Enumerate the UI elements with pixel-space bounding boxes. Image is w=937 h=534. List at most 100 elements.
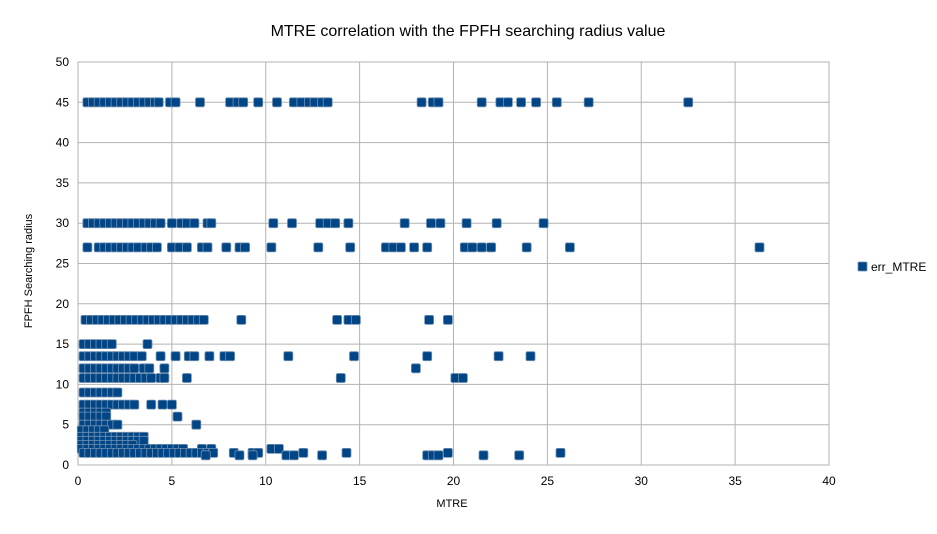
data-point bbox=[82, 242, 93, 253]
data-point bbox=[146, 399, 157, 410]
data-point bbox=[322, 97, 333, 108]
data-points bbox=[76, 97, 765, 461]
data-point bbox=[159, 363, 170, 374]
data-point bbox=[142, 339, 153, 350]
data-point bbox=[181, 242, 192, 253]
data-point bbox=[268, 218, 279, 229]
data-point bbox=[181, 373, 192, 383]
x-tick-label: 5 bbox=[169, 474, 176, 488]
data-point bbox=[341, 447, 352, 458]
data-point bbox=[313, 242, 324, 253]
y-axis-label: FPFH Searching radius bbox=[23, 213, 35, 328]
data-point bbox=[234, 450, 245, 461]
data-point bbox=[467, 242, 478, 253]
data-point bbox=[493, 351, 504, 362]
data-point bbox=[138, 435, 149, 446]
y-tick-label: 25 bbox=[56, 257, 70, 271]
data-point bbox=[155, 351, 166, 362]
data-point bbox=[198, 314, 209, 325]
y-tick-label: 5 bbox=[62, 418, 69, 432]
data-point bbox=[516, 97, 526, 108]
data-point bbox=[170, 97, 181, 108]
data-point bbox=[287, 218, 297, 229]
data-point bbox=[343, 218, 354, 229]
data-point bbox=[433, 97, 444, 108]
data-point bbox=[151, 242, 162, 253]
x-tick-label: 0 bbox=[75, 474, 82, 488]
data-point bbox=[478, 450, 489, 461]
chart-title: MTRE correlation with the FPFH searching… bbox=[271, 23, 666, 40]
data-point bbox=[240, 242, 251, 253]
data-point bbox=[349, 351, 359, 362]
data-point bbox=[155, 218, 166, 229]
y-tick-label: 50 bbox=[56, 55, 70, 69]
data-point bbox=[486, 242, 497, 253]
x-tick-label: 20 bbox=[447, 474, 461, 488]
data-point bbox=[129, 399, 140, 410]
data-point bbox=[422, 351, 433, 362]
x-tick-label: 25 bbox=[541, 474, 555, 488]
y-axis-ticks: 0 5 10 15 20 25 30 35 40 45 50 bbox=[56, 55, 70, 472]
data-point bbox=[189, 218, 200, 229]
data-point bbox=[129, 363, 140, 374]
data-point bbox=[426, 218, 436, 229]
data-point bbox=[502, 97, 513, 108]
plot-frame bbox=[77, 61, 830, 466]
data-point bbox=[225, 351, 236, 362]
data-point bbox=[345, 242, 356, 253]
data-point bbox=[298, 447, 309, 458]
data-point bbox=[335, 373, 346, 383]
data-point bbox=[332, 314, 343, 325]
data-point bbox=[236, 314, 247, 325]
data-point bbox=[683, 97, 694, 108]
data-point bbox=[514, 450, 525, 461]
data-point bbox=[112, 419, 123, 430]
data-point bbox=[422, 242, 433, 253]
data-point bbox=[283, 351, 294, 362]
data-point bbox=[476, 242, 487, 253]
data-point bbox=[200, 450, 211, 461]
data-point bbox=[172, 411, 183, 422]
data-point bbox=[170, 351, 181, 362]
data-point bbox=[442, 447, 453, 458]
data-point bbox=[433, 450, 444, 461]
data-point bbox=[531, 97, 541, 108]
data-point bbox=[273, 443, 284, 454]
data-point bbox=[112, 387, 123, 398]
x-tick-label: 40 bbox=[822, 474, 836, 488]
data-point bbox=[238, 97, 249, 108]
plot-area bbox=[77, 61, 830, 466]
data-point bbox=[491, 218, 502, 229]
data-point bbox=[204, 351, 215, 362]
data-point bbox=[288, 450, 299, 461]
legend-label-err-mtre: err_MTRE bbox=[871, 260, 926, 274]
y-tick-label: 0 bbox=[62, 458, 69, 472]
data-point bbox=[157, 399, 168, 410]
data-point bbox=[221, 242, 232, 253]
y-tick-label: 45 bbox=[56, 95, 70, 109]
x-tick-label: 15 bbox=[353, 474, 367, 488]
legend: err_MTRE bbox=[857, 260, 926, 274]
x-axis-label: MTRE bbox=[436, 498, 467, 510]
data-point bbox=[330, 218, 341, 229]
data-point bbox=[409, 242, 420, 253]
data-point bbox=[202, 242, 213, 253]
data-point bbox=[253, 97, 264, 108]
data-point bbox=[457, 373, 468, 383]
x-tick-label: 10 bbox=[259, 474, 273, 488]
y-tick-label: 15 bbox=[56, 337, 70, 351]
data-point bbox=[189, 351, 200, 362]
data-point bbox=[159, 373, 170, 383]
data-point bbox=[166, 218, 177, 229]
data-point bbox=[144, 363, 155, 374]
data-point bbox=[136, 351, 147, 362]
data-point bbox=[555, 447, 566, 458]
y-tick-label: 20 bbox=[56, 297, 70, 311]
data-point bbox=[153, 97, 164, 108]
data-point bbox=[272, 97, 282, 108]
data-point bbox=[476, 97, 487, 108]
data-point bbox=[424, 314, 435, 325]
data-point bbox=[195, 97, 205, 108]
data-point bbox=[247, 450, 258, 461]
